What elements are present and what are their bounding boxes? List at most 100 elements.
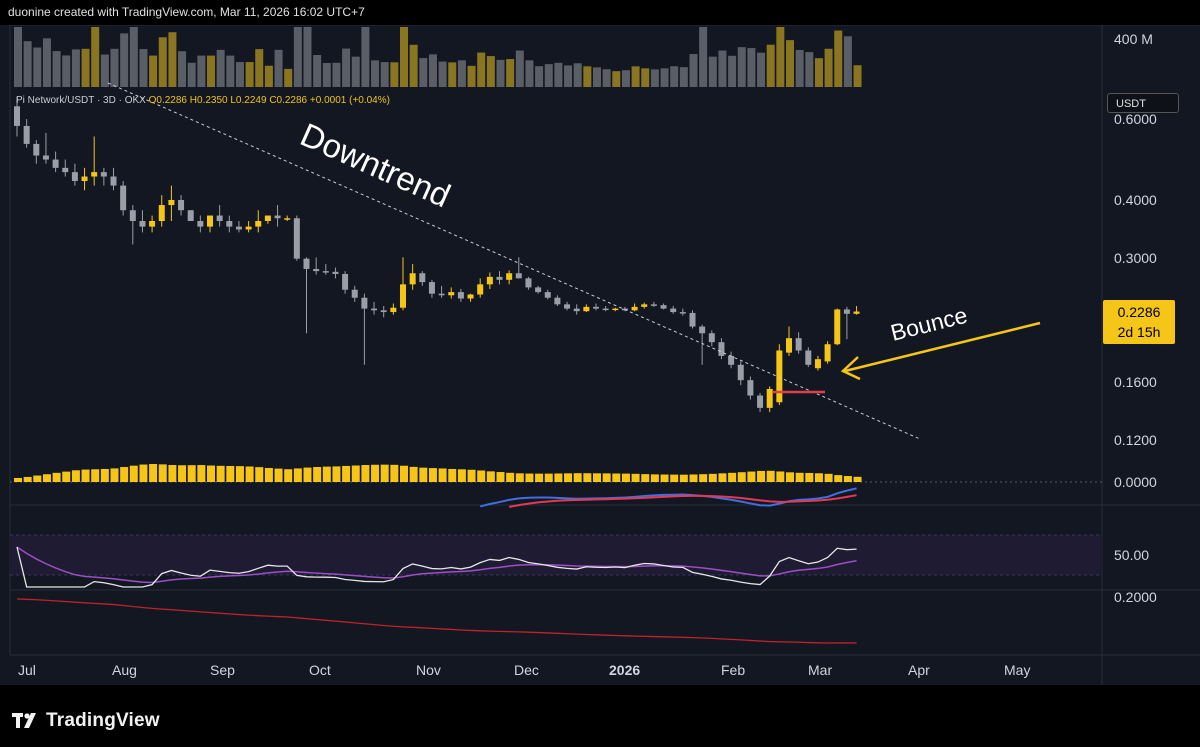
candle-body — [33, 143, 40, 156]
tradingview-wordmark: TradingView — [46, 710, 160, 731]
candle-body — [187, 210, 194, 222]
candle-body — [747, 380, 754, 396]
candle-body — [390, 307, 397, 313]
candle-body — [757, 395, 764, 408]
macd-histogram-bar — [525, 473, 534, 482]
macd-histogram-bar — [679, 474, 688, 482]
candle-body — [631, 306, 638, 311]
volume-bar — [100, 54, 109, 87]
candle-body — [71, 172, 78, 182]
candle-body — [457, 292, 464, 299]
candle-body — [573, 308, 580, 312]
volume-bar — [757, 52, 766, 87]
candle-body — [834, 309, 841, 345]
candle-body — [486, 276, 493, 285]
candle-body — [583, 306, 590, 312]
macd-histogram-bar — [805, 472, 814, 482]
volume-bar — [120, 33, 129, 87]
macd-histogram-bar — [207, 465, 215, 482]
macd-histogram-bar — [457, 469, 466, 482]
macd-histogram-bar — [612, 473, 621, 482]
candle-body — [313, 268, 320, 272]
macd-histogram-bar — [824, 473, 833, 482]
tradingview-logo[interactable]: TradingView — [12, 709, 160, 733]
x-tick-label: Aug — [112, 662, 137, 678]
chart-header: duonine created with TradingView.com, Ma… — [0, 0, 1200, 25]
macd-histogram-bar — [670, 474, 679, 482]
macd-histogram-bar — [129, 465, 138, 482]
volume-bar — [438, 61, 447, 87]
candle-body — [428, 282, 435, 294]
candle-body — [149, 221, 156, 227]
candle-body — [728, 355, 735, 365]
low-value: L0.2249 — [230, 95, 267, 106]
macd-histogram-bar — [737, 472, 746, 482]
volume-bar — [187, 62, 196, 87]
macd-histogram-bar — [650, 474, 659, 482]
open-value: O0.2286 — [148, 95, 187, 106]
chart-panel[interactable]: 400 M 0.6000 0.4000 0.3000 0.1600 0.1200… — [0, 25, 1200, 685]
volume-bar — [168, 32, 177, 87]
macd-histogram-bar — [187, 465, 196, 482]
macd-histogram-bar — [747, 471, 756, 482]
macd-histogram-bar — [100, 468, 109, 482]
macd-histogram-bar — [506, 472, 515, 482]
downtrend-line — [107, 82, 921, 440]
macd-axis-label: 0.0000 — [1114, 474, 1157, 490]
macd-histogram-bar — [689, 474, 698, 482]
y-tick-label: 0.1600 — [1114, 374, 1157, 390]
macd-histogram-bar — [33, 475, 42, 482]
volume-bar — [631, 66, 640, 87]
volume-bar — [728, 55, 737, 87]
volume-bar — [525, 60, 534, 87]
macd-histogram-bar — [158, 464, 167, 482]
macd-histogram-bar — [361, 465, 370, 482]
chart-background — [0, 25, 1200, 685]
volume-bar — [583, 66, 592, 87]
volume-bar — [477, 52, 486, 87]
volume-bar — [110, 48, 119, 87]
candle-body — [853, 311, 860, 314]
macd-histogram-bar — [486, 471, 495, 482]
macd-histogram-bar — [245, 466, 254, 482]
macd-histogram-bar — [544, 473, 553, 482]
candle-body — [776, 350, 783, 403]
candle-body — [178, 200, 185, 211]
macd-histogram-bar — [91, 469, 100, 482]
candle-body — [52, 159, 59, 168]
price-chart[interactable]: 400 M 0.6000 0.4000 0.3000 0.1600 0.1200… — [0, 25, 1200, 685]
currency-selector[interactable]: USDT — [1107, 93, 1179, 113]
candle-body — [168, 200, 175, 206]
macd-histogram-bar — [573, 473, 582, 482]
volume-bar — [351, 56, 360, 87]
macd-histogram-bar — [390, 464, 399, 482]
candle-body — [274, 215, 281, 219]
volume-bar — [313, 55, 322, 87]
volume-bar — [178, 51, 187, 87]
candle-body — [515, 273, 522, 279]
volume-bar — [139, 49, 148, 87]
candle-body — [438, 293, 445, 296]
macd-histogram-bar — [380, 464, 389, 482]
candle-body — [342, 273, 349, 290]
candle-body — [284, 218, 291, 220]
candle-body — [795, 338, 802, 351]
macd-histogram-bar — [139, 464, 148, 482]
candle-body — [42, 155, 49, 160]
macd-histogram-bar — [81, 469, 90, 482]
macd-histogram-bar — [515, 473, 524, 482]
signal-line — [508, 494, 857, 508]
volume-bar — [91, 27, 100, 87]
macd-histogram-bar — [554, 473, 563, 482]
rsi-line — [16, 546, 857, 588]
candle-body — [602, 308, 609, 311]
macd-histogram-bar — [467, 469, 476, 482]
volume-bar — [641, 68, 650, 87]
volume-bar — [52, 51, 61, 87]
candle-body — [380, 310, 387, 313]
candle-body — [216, 215, 223, 222]
tradingview-logo-icon — [12, 713, 36, 728]
volume-bar — [428, 54, 437, 87]
volume-bar — [602, 69, 611, 87]
volume-bar — [834, 30, 843, 87]
